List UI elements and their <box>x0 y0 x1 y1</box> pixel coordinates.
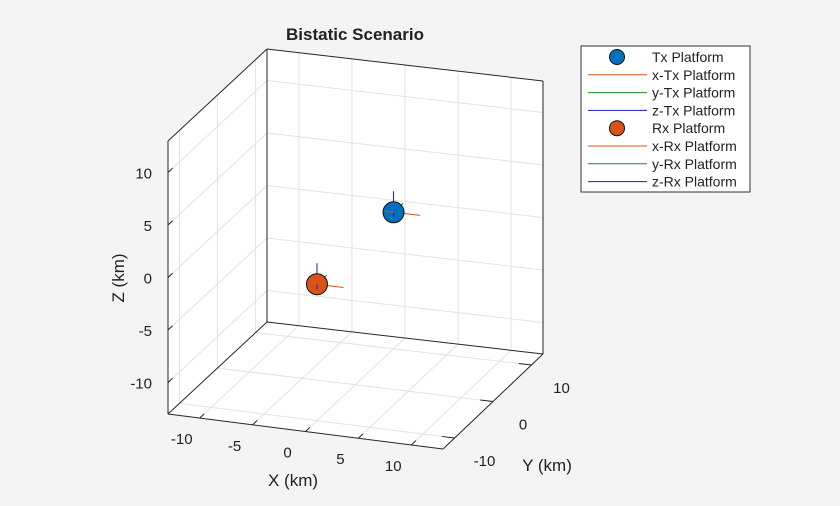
z-axis-label: Z (km) <box>109 253 128 302</box>
z-tick-label: -5 <box>139 323 152 340</box>
legend-label: x-Tx Platform <box>652 67 735 83</box>
y-tick <box>480 399 494 402</box>
axes-3d: -10 -5 0 5 10 -10 0 10 -10 -5 0 5 10 <box>130 48 570 475</box>
gridline-y-floor <box>255 332 532 366</box>
legend-marker <box>609 49 625 65</box>
platform-x-axis-front <box>308 282 318 285</box>
gridline-z-backwall <box>266 290 544 323</box>
gridline-z-backwall <box>266 237 544 271</box>
x-tick <box>305 426 311 432</box>
gridline-z-leftwall <box>167 290 268 383</box>
x-tick-label: 5 <box>336 451 344 468</box>
floor <box>168 322 543 449</box>
gridline-z-leftwall <box>167 237 268 331</box>
chart-title: Bistatic Scenario <box>286 25 424 44</box>
y-tick-label: 0 <box>519 417 527 434</box>
y-tick-label: -10 <box>474 453 496 470</box>
y-tick-label: 10 <box>553 380 570 397</box>
gridline-z-leftwall <box>167 80 268 173</box>
platform-x-axis-front <box>384 210 394 213</box>
z-tick-label: -10 <box>130 376 152 393</box>
plot-marks <box>305 191 421 296</box>
legend-label: y-Rx Platform <box>652 156 737 172</box>
y-axis-label: Y (km) <box>522 456 572 475</box>
x-tick <box>410 440 417 446</box>
z-tick <box>167 377 173 383</box>
x-axis-label: X (km) <box>268 471 318 490</box>
box-edge <box>266 48 544 82</box>
box-edge <box>167 321 268 415</box>
z-tick <box>167 167 173 173</box>
gridline-z-backwall <box>266 80 544 113</box>
gridline-z-leftwall <box>167 132 268 226</box>
box-edge <box>266 321 544 355</box>
legend-marker <box>609 120 625 137</box>
gridline-y-floor <box>217 367 494 402</box>
x-tick <box>199 413 205 419</box>
x-tick <box>252 420 258 426</box>
box-edge <box>167 48 268 142</box>
z-tick-label: 10 <box>135 166 152 183</box>
legend-label: z-Tx Platform <box>652 102 735 118</box>
z-tick-label: 0 <box>144 271 152 288</box>
z-tick <box>167 272 173 278</box>
legend-label: Tx Platform <box>652 49 724 65</box>
y-tick <box>518 362 532 366</box>
x-tick-label: -10 <box>171 431 193 448</box>
legend-label: y-Tx Platform <box>652 85 735 101</box>
x-tick-label: -5 <box>228 438 241 455</box>
x-tick <box>358 433 364 439</box>
gridline-z-backwall <box>266 185 544 218</box>
gridline-z-leftwall <box>167 185 268 278</box>
y-tick <box>441 435 455 439</box>
z-tick <box>167 220 173 226</box>
gridline-y-floor <box>179 402 455 439</box>
z-tick <box>167 325 173 331</box>
x-tick-label: 0 <box>283 445 291 462</box>
gridline-z-backwall <box>266 132 544 166</box>
legend-box <box>580 45 751 193</box>
legend-label: Rx Platform <box>652 120 725 136</box>
x-tick-label: 10 <box>385 458 402 475</box>
legend: Tx Platform x-Tx Platform y-Tx Platformz-T… <box>580 45 751 193</box>
legend-label: z-Rx Platform <box>652 174 737 190</box>
z-tick-label: 5 <box>144 218 152 235</box>
legend-label: x-Rx Platform <box>652 138 737 154</box>
